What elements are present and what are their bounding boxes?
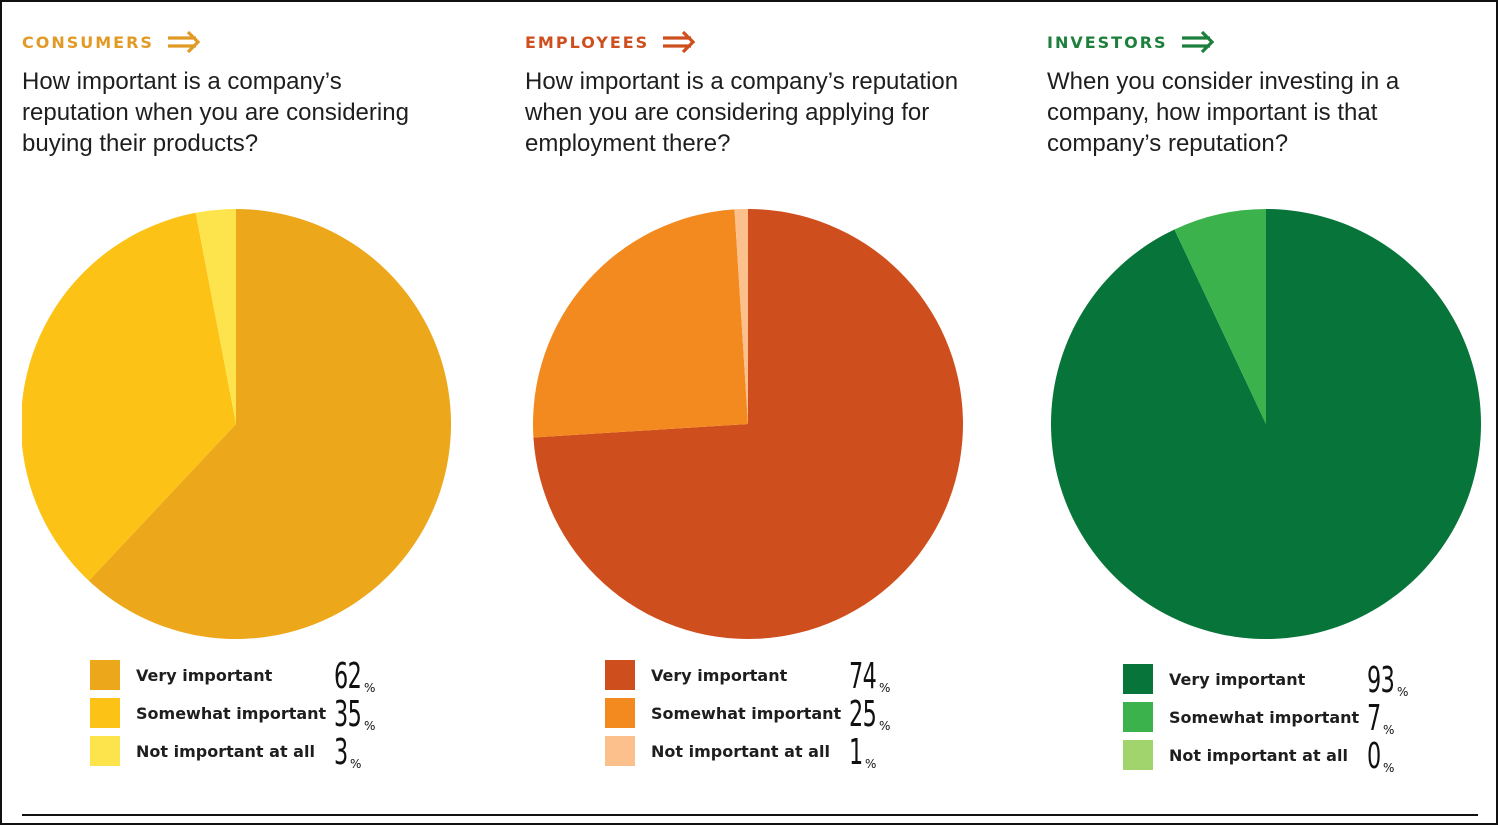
chart-question: How important is a company’s reputation … <box>22 68 409 157</box>
value-number: 1 <box>849 732 863 773</box>
legend-label: Somewhat important <box>1169 708 1360 727</box>
legend-swatch <box>90 698 120 728</box>
legend-swatch <box>605 736 635 766</box>
pie-slice-not-important-at-all <box>734 208 748 424</box>
value-unit: % <box>364 719 376 733</box>
pie-slice-very-important <box>88 209 451 639</box>
employees-panel: EMPLOYEES How important is a company’s r… <box>525 0 985 800</box>
legend-label: Very important <box>136 666 273 685</box>
investors-panel: INVESTORS When you consider investing in… <box>1047 0 1487 800</box>
legend-swatch <box>605 660 635 690</box>
value-unit: % <box>879 681 891 695</box>
chart-question: How important is a company’s reputation … <box>525 68 959 157</box>
value-unit: % <box>350 757 362 771</box>
legend-value: 62% <box>334 656 378 697</box>
group-name: INVESTORS <box>1047 32 1168 52</box>
value-number: 62 <box>334 656 362 697</box>
pie-slice-somewhat-important <box>22 212 236 581</box>
legend-swatch <box>605 698 635 728</box>
group-label: INVESTORS <box>1047 30 1216 54</box>
legend-label: Not important at all <box>136 742 315 761</box>
value-number: 3 <box>334 732 348 773</box>
value-unit: % <box>879 719 891 733</box>
value-unit: % <box>1383 723 1395 737</box>
pie-slice-very-important <box>1050 209 1481 639</box>
legend-swatch <box>1123 740 1153 770</box>
pie-slice-somewhat-important <box>1174 209 1266 424</box>
pie-chart <box>22 209 451 639</box>
legend-swatch <box>90 660 120 690</box>
group-label: CONSUMERS <box>22 30 202 54</box>
value-unit: % <box>1397 685 1409 699</box>
legend-swatch <box>1123 664 1153 694</box>
legend-label: Somewhat important <box>651 704 842 723</box>
double-arrow-right-icon <box>663 30 696 54</box>
legend-label: Not important at all <box>1169 746 1348 765</box>
legend-value: 93% <box>1367 660 1411 701</box>
legend-label: Somewhat important <box>136 704 327 723</box>
value-number: 7 <box>1367 698 1381 739</box>
bottom-divider <box>22 814 1478 816</box>
value-number: 35 <box>334 694 362 735</box>
pie-chart <box>1050 209 1481 639</box>
group-label: EMPLOYEES <box>525 30 697 54</box>
legend-swatch <box>90 736 120 766</box>
value-unit: % <box>865 757 877 771</box>
group-name: CONSUMERS <box>22 32 154 52</box>
legend-label: Very important <box>1169 670 1306 689</box>
value-unit: % <box>364 681 376 695</box>
double-arrow-right-icon <box>167 30 201 54</box>
legend-value: 0% <box>1367 736 1394 777</box>
legend-value: 7% <box>1367 698 1394 739</box>
pie-chart <box>532 208 963 639</box>
legend-label: Very important <box>651 666 788 685</box>
legend-value: 25% <box>849 694 893 735</box>
legend-value: 74% <box>849 656 893 697</box>
value-number: 25 <box>849 694 877 735</box>
pie-slice-very-important <box>533 209 963 639</box>
value-number: 0 <box>1367 736 1381 777</box>
chart-question: When you consider investing in a company… <box>1047 68 1400 157</box>
value-number: 74 <box>849 656 877 697</box>
value-unit: % <box>1383 761 1395 775</box>
legend-label: Not important at all <box>651 742 830 761</box>
value-number: 93 <box>1367 660 1395 701</box>
consumers-panel: CONSUMERS How important is a company’s r… <box>22 0 482 800</box>
legend-swatch <box>1123 702 1153 732</box>
legend-value: 3% <box>334 732 361 773</box>
legend-value: 1% <box>849 732 876 773</box>
legend-value: 35% <box>334 694 378 735</box>
pie-slice-somewhat-important <box>532 209 748 438</box>
pie-slice-not-important-at-all <box>195 209 236 424</box>
double-arrow-right-icon <box>1181 30 1214 54</box>
group-name: EMPLOYEES <box>525 32 650 52</box>
